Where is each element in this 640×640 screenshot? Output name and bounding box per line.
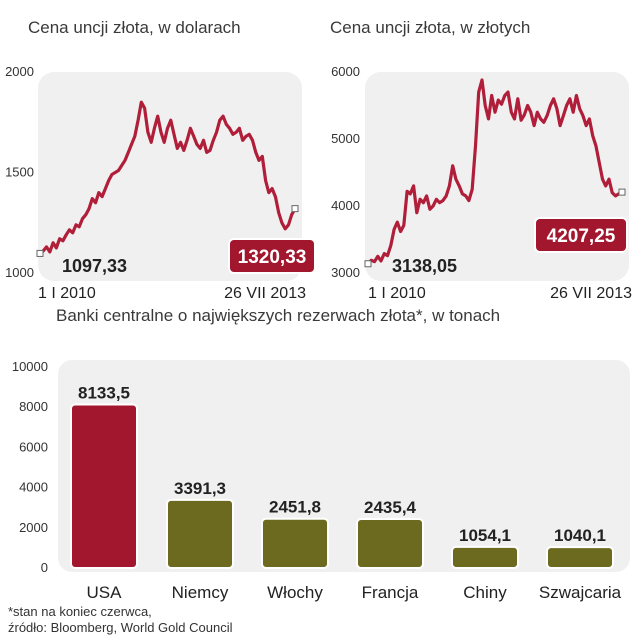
pln-chart-title: Cena uncji złota, w złotych (330, 18, 531, 37)
chart-1-x-start-label: 1 I 2010 (368, 285, 426, 302)
footnote-line-1: *stan na koniec czerwca, (8, 604, 152, 619)
bar-category-label: Włochy (267, 583, 323, 602)
chart-0-ytick: 1000 (5, 265, 34, 280)
chart-1-price-line (366, 78, 624, 266)
chart-0-start-value: 1097,33 (62, 256, 127, 276)
bar-chart-ytick: 2000 (19, 520, 48, 535)
chart-1-end-value-box (534, 217, 628, 253)
chart-0-ytick: 1500 (5, 165, 34, 180)
footnote-line-2: źródło: Bloomberg, World Gold Council (8, 620, 233, 635)
chart-1-ytick: 4000 (331, 198, 360, 213)
chart-0-end-value-box (228, 238, 316, 274)
bar-chart-panel (58, 360, 630, 572)
chart-1-end-value: 4207,25 (547, 226, 616, 247)
bar-0 (70, 403, 138, 570)
chart-1-ytick: 5000 (331, 131, 360, 146)
bar-category-label: Niemcy (172, 583, 229, 602)
bar-category-label: Szwajcaria (539, 583, 622, 602)
bar-value-label: 1054,1 (459, 526, 511, 545)
chart-0-ytick: 2000 (5, 64, 34, 79)
chart-0-end-marker (291, 205, 299, 213)
bar-chart-ytick: 4000 (19, 480, 48, 495)
chart-0-end-value: 1320,33 (238, 247, 307, 268)
chart-1-start-value: 3138,05 (392, 256, 457, 276)
bar-chart-title: Banki centralne o największych rezerwach… (56, 306, 501, 325)
chart-0-x-end-label: 26 VII 2013 (224, 285, 306, 302)
bar-value-label: 2435,4 (364, 498, 417, 517)
chart-1-start-marker (364, 260, 372, 268)
chart-1-end-marker (618, 188, 626, 196)
chart-1-ytick: 3000 (331, 265, 360, 280)
bar-5 (546, 546, 614, 570)
bar-chart-ytick: 10000 (12, 359, 48, 374)
chart-1-ytick: 6000 (331, 64, 360, 79)
bar-2 (261, 517, 329, 569)
bar-category-label: USA (87, 583, 123, 602)
bar-chart-ytick: 6000 (19, 439, 48, 454)
bar-category-label: Francja (362, 583, 419, 602)
bar-3 (356, 518, 424, 570)
bar-4 (451, 545, 519, 569)
bar-1 (166, 498, 234, 569)
bar-chart-ytick: 0 (41, 560, 48, 575)
bar-value-label: 1040,1 (554, 526, 606, 545)
usd-chart-title: Cena uncji złota, w dolarach (28, 18, 241, 37)
chart-0-start-marker (36, 249, 44, 257)
chart-0-panel (38, 72, 302, 281)
bar-category-label: Chiny (463, 583, 507, 602)
chart-0-x-start-label: 1 I 2010 (38, 285, 96, 302)
bar-value-label: 3391,3 (174, 479, 226, 498)
chart-0-price-line (38, 100, 297, 256)
bar-chart-ytick: 8000 (19, 399, 48, 414)
chart-1-x-end-label: 26 VII 2013 (550, 285, 632, 302)
bar-value-label: 2451,8 (269, 498, 321, 517)
bar-value-label: 8133,5 (78, 384, 130, 403)
